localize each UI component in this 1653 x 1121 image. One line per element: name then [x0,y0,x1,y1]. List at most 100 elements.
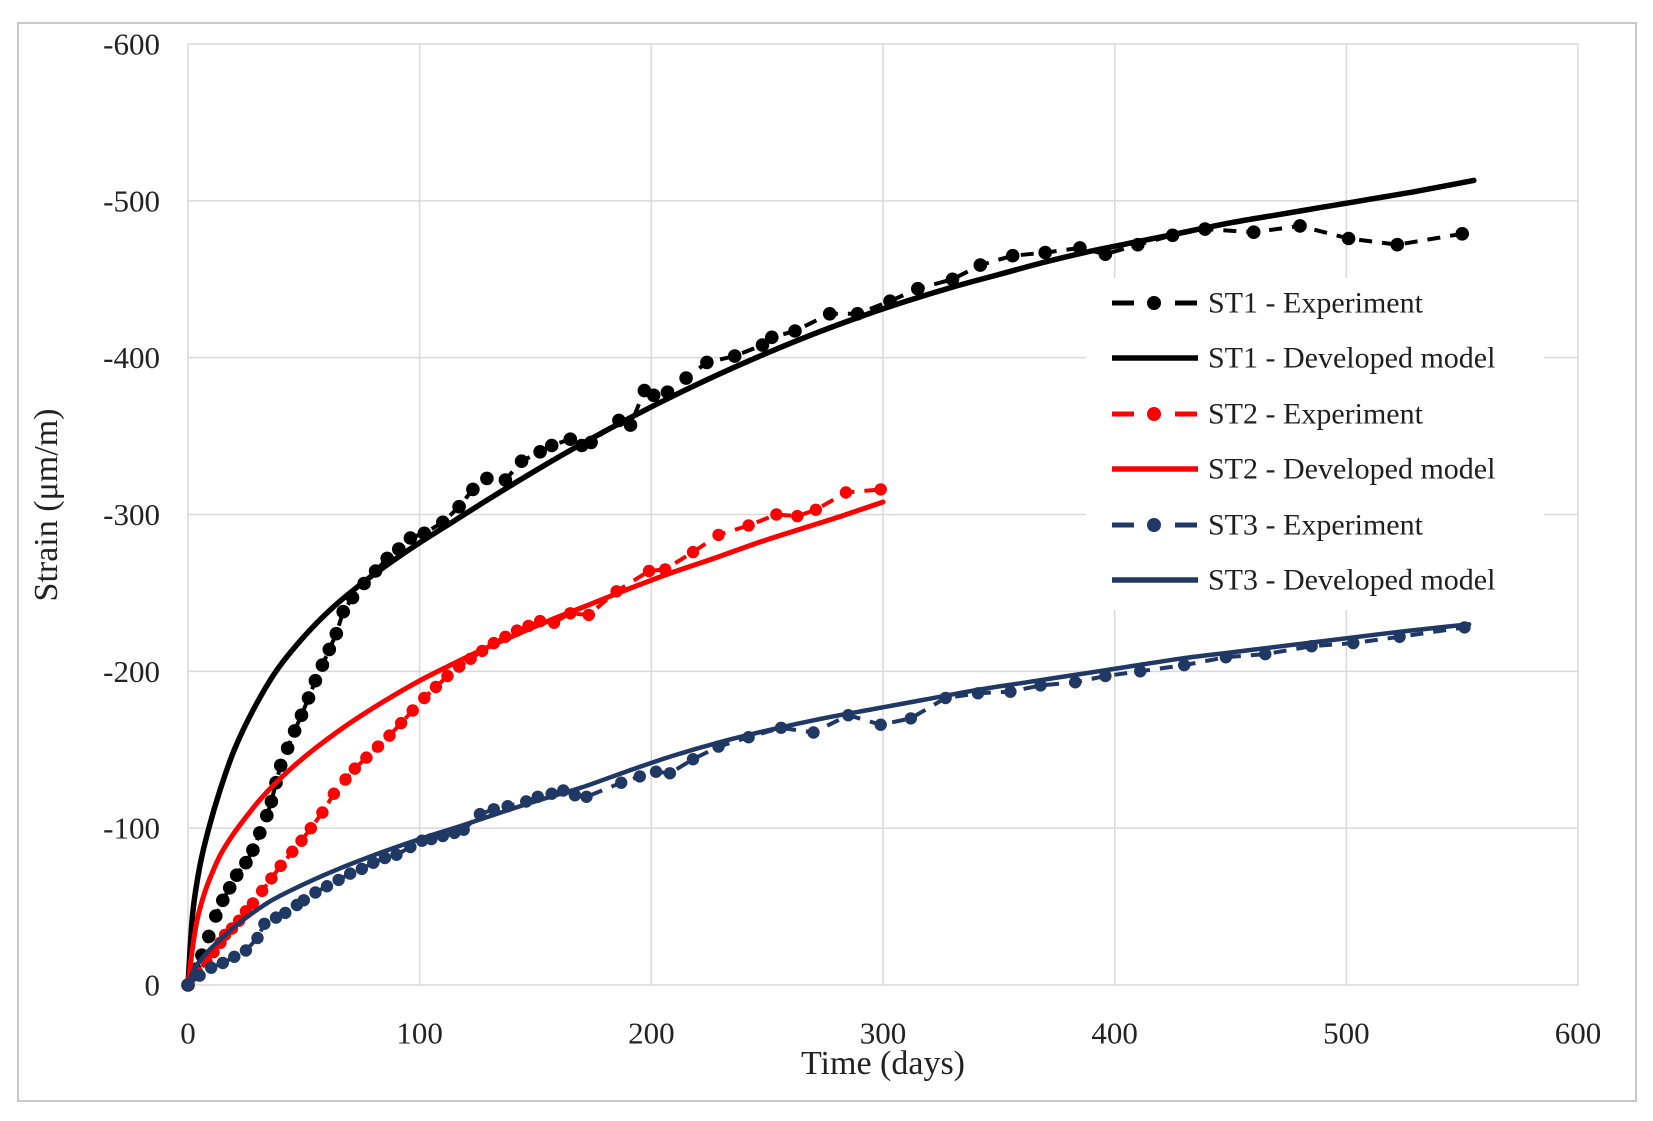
data-point-marker [286,845,299,858]
data-point-marker [1005,248,1020,263]
legend-entry-st2-experiment: ST2 - Experiment [1112,398,1424,431]
data-point-marker [295,834,308,847]
data-point-marker [1038,245,1052,260]
data-point-marker [612,413,626,428]
data-point-marker [367,856,380,869]
data-point-marker [448,826,461,840]
data-point-marker [568,789,582,802]
data-point-marker [457,823,470,836]
data-point-marker [663,767,677,780]
figure-border [17,22,1637,1102]
data-point-marker [712,528,725,542]
data-point-marker [380,551,395,566]
data-point-marker [822,307,837,321]
data-point-marker [360,751,373,764]
legend-label: ST1 - Experiment [1208,287,1424,320]
data-point-marker [911,281,925,296]
data-point-marker [390,848,403,861]
data-point-marker [646,388,661,403]
data-point-marker [557,784,570,797]
data-point-marker [239,944,253,957]
data-point-marker [580,790,593,803]
data-point-marker [1198,222,1212,236]
legend: ST1 - Experiment ST1 - Developed model ST2… [1086,278,1544,610]
grid-layer [187,43,1579,986]
data-point-marker [304,822,317,835]
data-point-marker [649,765,663,778]
data-point-marker [322,642,337,657]
data-point-marker [297,894,310,907]
data-point-marker [807,726,820,739]
series-st2-exp-dashline [186,487,881,987]
data-point-marker [329,626,344,641]
data-point-marker [265,872,278,885]
data-point-marker [344,867,357,880]
data-point-marker [522,619,535,633]
data-point-marker [273,758,288,773]
x-tick-label-500: 500 [1323,1016,1370,1051]
data-point-marker [441,669,454,683]
data-point-marker [436,515,450,530]
data-point-marker [332,873,345,887]
data-point-marker [842,709,855,722]
data-point-marker [246,897,260,910]
data-point-marker [1246,225,1261,239]
data-point-marker [371,740,385,753]
data-point-marker [269,911,283,924]
data-point-marker [1131,237,1145,252]
data-point-marker [252,826,267,840]
legend-entry-st3-developed-model: ST3 - Developed model [1112,564,1495,597]
legend-entry-st2-developed-model: ST2 - Developed model [1112,453,1495,486]
legend-entry-st1-developed-model: ST1 - Developed model [1112,342,1495,375]
y-axis-title: Strain (μm/m) [28,409,65,602]
data-point-marker [774,721,788,734]
y-tick-label--200: -200 [103,654,160,689]
data-point-marker [1073,241,1087,255]
data-point-marker [660,385,675,400]
legend-entry-st1-experiment: ST1 - Experiment [1112,287,1424,320]
data-point-marker [874,483,887,496]
x-tick-label-100: 100 [396,1016,443,1051]
data-point-marker [418,691,431,705]
data-point-marker [476,644,489,658]
data-point-marker [415,834,429,847]
data-point-marker [1455,227,1469,241]
data-point-marker [480,471,494,486]
data-point-marker [1099,669,1112,683]
data-point-marker [1134,665,1147,678]
data-point-marker [193,969,206,982]
data-point-marker [1293,219,1307,233]
data-point-marker [904,712,917,725]
data-point-marker [274,859,287,872]
data-point-marker [788,324,802,338]
data-point-marker [623,418,638,432]
data-point-marker [487,803,500,816]
data-point-marker [584,435,598,450]
series-st3-exp-markers [181,621,1471,992]
legend-dot-icon [1147,518,1161,532]
data-point-marker [1219,651,1233,664]
data-point-marker [850,307,865,321]
data-point-marker [345,590,360,605]
data-point-marker [883,294,897,309]
data-point-marker [355,862,368,876]
data-point-marker [971,687,985,700]
data-point-marker [544,438,559,453]
data-point-marker [279,906,292,920]
data-point-marker [394,716,408,730]
data-point-marker [246,843,260,857]
data-point-marker [357,576,371,591]
data-point-marker [287,724,302,738]
data-point-marker [582,608,595,622]
data-point-marker [406,704,419,717]
data-point-marker [755,338,770,352]
data-point-marker [700,355,714,370]
data-point-marker [1259,647,1272,661]
legend-label: ST3 - Experiment [1208,509,1424,542]
data-point-marker [659,563,672,576]
legend-entry-st3-experiment: ST3 - Experiment [1112,509,1424,542]
data-point-marker [686,753,700,766]
x-axis-title: Time (days) [801,1045,965,1082]
data-point-marker [939,691,952,705]
